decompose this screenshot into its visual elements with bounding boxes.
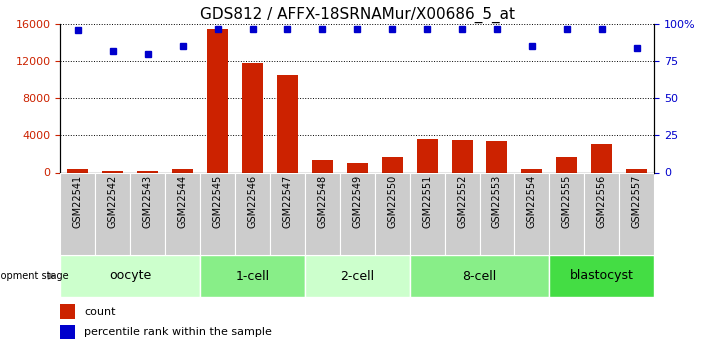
Bar — [95, 172, 130, 255]
Bar — [102, 171, 123, 172]
Bar — [550, 255, 654, 297]
Text: GSM22551: GSM22551 — [422, 175, 432, 228]
Text: oocyte: oocyte — [109, 269, 151, 283]
Text: GSM22554: GSM22554 — [527, 175, 537, 228]
Bar — [242, 63, 263, 172]
Text: GSM22550: GSM22550 — [387, 175, 397, 228]
Bar — [235, 172, 270, 255]
Bar — [410, 255, 550, 297]
Bar — [486, 141, 508, 172]
Text: 1-cell: 1-cell — [235, 269, 269, 283]
Bar — [200, 255, 305, 297]
Bar — [375, 172, 410, 255]
Text: GSM22549: GSM22549 — [352, 175, 363, 228]
Text: GSM22541: GSM22541 — [73, 175, 83, 228]
Text: GSM22553: GSM22553 — [492, 175, 502, 228]
Bar — [60, 304, 75, 319]
Text: GSM22546: GSM22546 — [247, 175, 257, 228]
Bar — [68, 169, 88, 172]
Bar — [515, 172, 550, 255]
Bar — [479, 172, 515, 255]
Text: GSM22543: GSM22543 — [143, 175, 153, 228]
Text: GSM22548: GSM22548 — [317, 175, 327, 228]
Bar — [207, 29, 228, 172]
Text: 8-cell: 8-cell — [462, 269, 496, 283]
Bar — [451, 140, 473, 172]
Bar — [277, 75, 298, 172]
Bar — [60, 255, 200, 297]
Bar — [305, 172, 340, 255]
Bar — [347, 163, 368, 172]
Bar — [592, 144, 612, 172]
Bar — [521, 169, 542, 172]
Bar — [417, 139, 437, 172]
Bar — [619, 172, 654, 255]
Text: GSM22552: GSM22552 — [457, 175, 467, 228]
Bar — [165, 172, 200, 255]
Text: blastocyst: blastocyst — [570, 269, 634, 283]
Bar — [312, 160, 333, 172]
Bar — [60, 325, 75, 339]
Bar — [382, 157, 402, 172]
Bar — [137, 171, 159, 172]
Bar — [556, 157, 577, 172]
Bar — [130, 172, 165, 255]
Bar — [172, 169, 193, 172]
Title: GDS812 / AFFX-18SRNAMur/X00686_5_at: GDS812 / AFFX-18SRNAMur/X00686_5_at — [200, 7, 515, 23]
Bar — [410, 172, 444, 255]
Text: GSM22555: GSM22555 — [562, 175, 572, 228]
Text: 2-cell: 2-cell — [341, 269, 374, 283]
Text: count: count — [84, 307, 116, 317]
Text: GSM22542: GSM22542 — [108, 175, 118, 228]
Text: percentile rank within the sample: percentile rank within the sample — [84, 327, 272, 337]
Bar — [200, 172, 235, 255]
Text: GSM22547: GSM22547 — [282, 175, 292, 228]
Bar — [550, 172, 584, 255]
Text: development stage: development stage — [0, 271, 68, 281]
Bar — [305, 255, 410, 297]
Bar — [444, 172, 479, 255]
Bar — [626, 169, 647, 172]
Text: GSM22556: GSM22556 — [597, 175, 606, 228]
Text: GSM22557: GSM22557 — [631, 175, 641, 228]
Bar — [584, 172, 619, 255]
Text: GSM22545: GSM22545 — [213, 175, 223, 228]
Bar — [340, 172, 375, 255]
Text: GSM22544: GSM22544 — [178, 175, 188, 228]
Bar — [60, 172, 95, 255]
Bar — [270, 172, 305, 255]
